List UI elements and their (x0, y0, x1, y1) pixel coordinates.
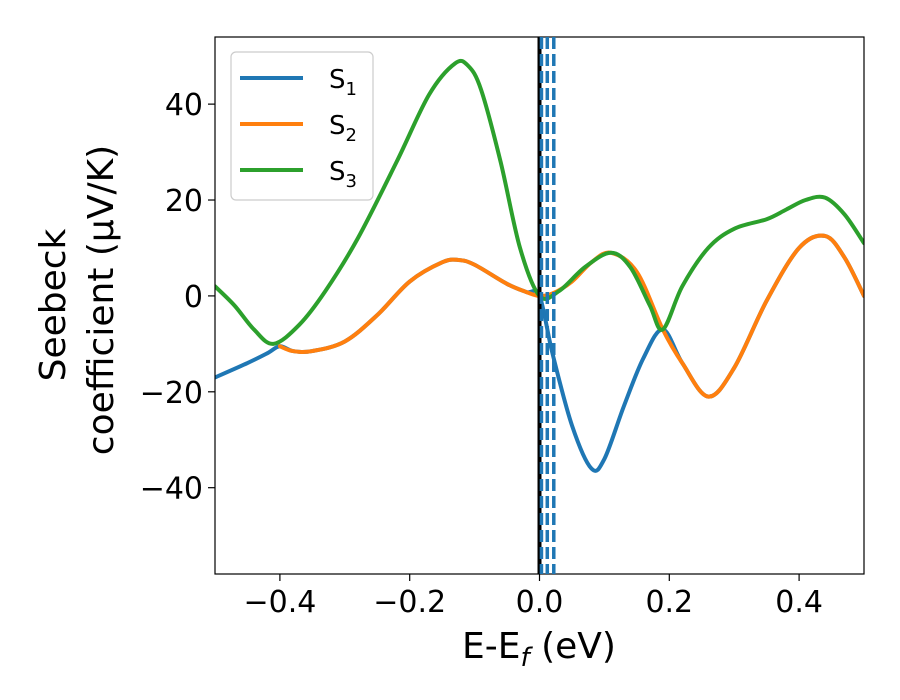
y-axis-label-line2: coefficient (μV/K) (81, 145, 122, 455)
y-tick-label: 20 (165, 184, 203, 219)
legend-label-s3: S3 (329, 157, 357, 192)
x-tick-label: −0.2 (373, 585, 446, 620)
x-tick-label: −0.4 (243, 585, 316, 620)
reference-lines (537, 37, 556, 574)
y-axis-label-line1: Seebeck (33, 228, 74, 381)
x-axis-ticks: −0.4 −0.2 0.0 0.2 0.4 (243, 574, 823, 620)
x-tick-label: 0.4 (775, 585, 823, 620)
y-tick-label: 0 (184, 280, 203, 315)
series-line-s2 (277, 233, 864, 399)
y-tick-label: 40 (165, 88, 203, 123)
y-axis-ticks: −40 −20 0 20 40 (140, 88, 215, 507)
legend-label-s1: S1 (329, 65, 357, 100)
x-axis-label: E-Ef (eV) (462, 626, 616, 673)
y-tick-label: −40 (140, 472, 203, 507)
x-axis-label-unit: (eV) (530, 626, 616, 667)
legend: S1 S2 S3 (230, 51, 374, 201)
x-tick-label: 0.0 (516, 585, 564, 620)
y-tick-label: −20 (140, 376, 203, 411)
x-tick-label: 0.2 (645, 585, 693, 620)
legend-label-s2: S2 (329, 111, 357, 146)
